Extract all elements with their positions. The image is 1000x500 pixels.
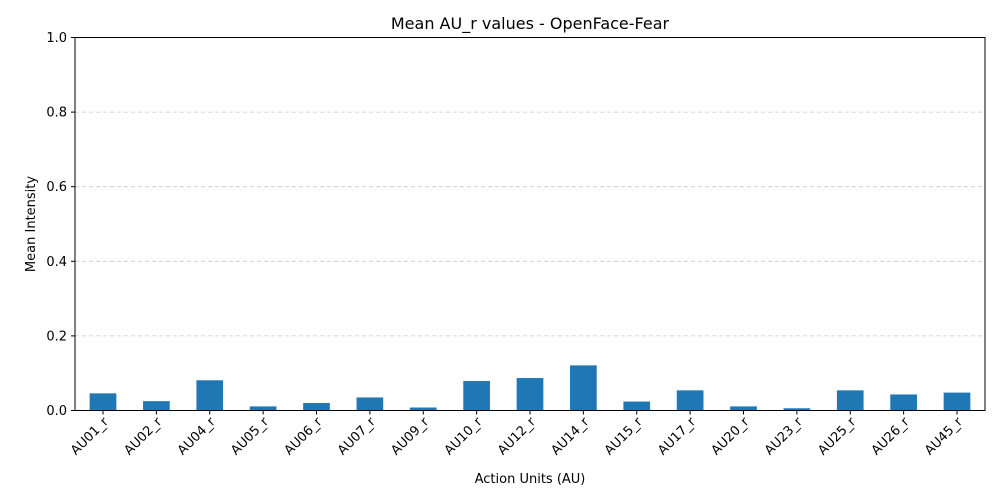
bar-au15-r [623, 401, 651, 411]
bar-au04-r [196, 380, 224, 411]
bar-au07-r [356, 397, 384, 411]
x-tick-label: AU25_r [815, 414, 859, 458]
chart-title: Mean AU_r values - OpenFace-Fear [391, 14, 670, 34]
y-tick-label: 0.2 [46, 329, 67, 344]
y-axis-ticks: 0.0 0.2 0.4 0.6 0.8 1.0 [46, 31, 75, 419]
bar-au01-r [89, 393, 117, 411]
bar-au14-r [570, 365, 597, 411]
bar-au23-r [783, 408, 811, 411]
y-tick-label: 0.8 [46, 106, 67, 121]
plot-frame [74, 37, 986, 411]
y-tick-label: 1.0 [46, 31, 67, 46]
bar-au06-r [303, 403, 330, 411]
bar-au02-r [143, 401, 170, 411]
x-tick-label: AU20_r [709, 414, 753, 458]
x-tick-label: AU01_r [68, 414, 112, 458]
x-tick-label: AU04_r [175, 414, 219, 458]
bar-au25-r [836, 390, 864, 411]
x-tick-label: AU17_r [655, 414, 699, 458]
x-tick-label: AU06_r [282, 414, 326, 458]
bar-au10-r [463, 381, 490, 411]
bar-au09-r [409, 407, 437, 411]
x-tick-label: AU07_r [335, 414, 379, 458]
x-tick-label: AU05_r [228, 414, 272, 458]
bar-au20-r [730, 406, 757, 411]
grid-lines [75, 111, 985, 337]
x-tick-label: AU23_r [762, 414, 806, 458]
bar-au45-r [943, 392, 971, 411]
x-tick-label: AU45_r [922, 414, 966, 458]
x-tick-label: AU02_r [122, 414, 166, 458]
x-axis-label: Action Units (AU) [475, 472, 586, 487]
y-tick-label: 0.6 [46, 180, 67, 195]
x-axis-ticks: AU01_r AU02_r AU04_r AU05_r AU06_r AU07_r AU09… [68, 410, 966, 458]
x-tick-label: AU10_r [442, 414, 486, 458]
x-tick-label: AU26_r [869, 414, 913, 458]
bar-au05-r [249, 406, 277, 411]
x-tick-label: AU12_r [495, 414, 539, 458]
y-tick-label: 0.4 [46, 255, 67, 270]
bars [89, 365, 971, 411]
bar-au17-r [676, 390, 704, 411]
y-axis-label: Mean Intensity [24, 176, 39, 272]
x-tick-label: AU15_r [602, 414, 646, 458]
y-tick-label: 0.0 [46, 404, 67, 419]
bar-au12-r [516, 378, 544, 411]
bar-au26-r [890, 394, 917, 411]
x-tick-label: AU09_r [388, 414, 432, 458]
x-tick-label: AU14_r [549, 414, 593, 458]
